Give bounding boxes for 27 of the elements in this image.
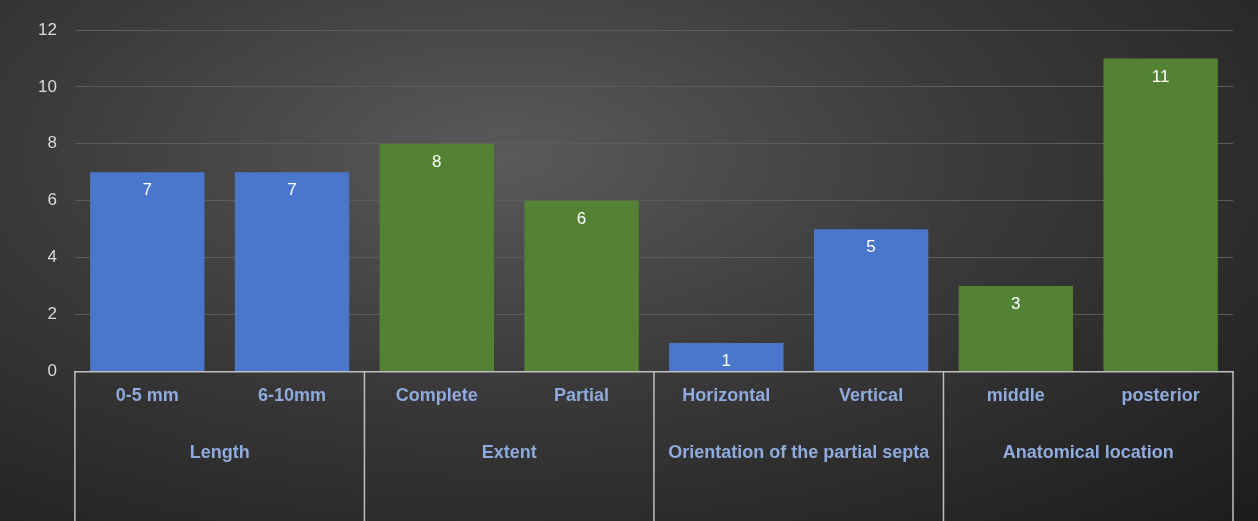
- x-tick-label: Partial: [554, 385, 610, 406]
- data-label: 7: [287, 180, 297, 200]
- x-tick-label: Vertical: [839, 385, 904, 406]
- x-tick-label: 6-10mm: [258, 385, 327, 406]
- data-label: 6: [576, 208, 587, 228]
- data-label: 3: [1011, 294, 1021, 314]
- y-tick-label: 10: [37, 76, 57, 96]
- x-tick-label: 0-5 mm: [115, 385, 179, 406]
- data-label: 7: [142, 180, 153, 200]
- data-label: 1: [721, 351, 732, 371]
- data-label: 11: [1151, 66, 1170, 86]
- x-tick-label: middle: [986, 385, 1045, 406]
- text: Orientation of the partial septa: [668, 442, 931, 463]
- data-label: 8: [432, 151, 442, 171]
- text: Extent: [481, 442, 537, 463]
- y-tick-label: 8: [47, 133, 57, 153]
- y-tick-label: 6: [47, 190, 57, 210]
- data-label: 5: [866, 237, 876, 257]
- y-tick-label: 2: [47, 304, 57, 324]
- x-tick-label: Horizontal: [682, 385, 771, 406]
- y-tick-label: 12: [37, 19, 57, 39]
- text: Anatomical location: [1002, 442, 1174, 463]
- y-tick-label: 0: [47, 361, 57, 381]
- x-tick-label: posterior: [1121, 385, 1200, 406]
- text: Length: [189, 442, 250, 463]
- y-tick-label: 4: [47, 247, 57, 267]
- x-tick-label: Complete: [395, 385, 478, 406]
